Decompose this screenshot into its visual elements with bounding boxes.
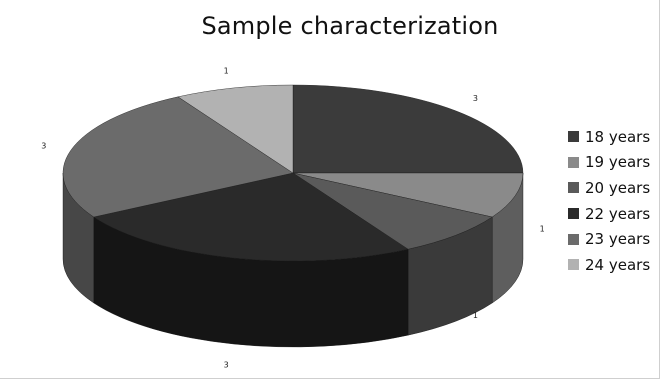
pie-data-labels: 3 1 1 3 3 1 bbox=[41, 67, 545, 370]
legend-item-20-years: 20 years bbox=[568, 175, 660, 201]
pie-slice-23-years bbox=[62, 96, 294, 218]
legend-swatch bbox=[568, 156, 579, 168]
pie-top-faces bbox=[62, 84, 524, 262]
legend-label: 19 years bbox=[585, 153, 651, 172]
legend-swatch bbox=[568, 182, 579, 194]
pie-slice-24-years bbox=[177, 84, 294, 174]
legend-swatch bbox=[568, 259, 579, 271]
legend-item-23-years: 23 years bbox=[568, 226, 660, 252]
data-label-18-years: 3 bbox=[473, 94, 478, 103]
legend-swatch bbox=[568, 233, 579, 245]
legend-label: 18 years bbox=[585, 127, 651, 146]
pie-slice-22-years bbox=[93, 172, 409, 262]
legend-item-24-years: 24 years bbox=[568, 252, 660, 278]
legend-label: 22 years bbox=[585, 204, 651, 223]
pie-slice-20-years bbox=[292, 172, 493, 250]
legend-label: 23 years bbox=[585, 230, 651, 249]
legend-swatch bbox=[568, 208, 579, 220]
data-label-22-years: 3 bbox=[224, 360, 229, 369]
pie-slice-19-years bbox=[292, 172, 524, 218]
data-label-19-years: 1 bbox=[540, 225, 545, 234]
legend-item-18-years: 18 years bbox=[568, 124, 660, 150]
pie-slice-18-years bbox=[292, 84, 524, 174]
data-label-20-years: 1 bbox=[473, 311, 478, 320]
legend-item-19-years: 19 years bbox=[568, 150, 660, 176]
legend-label: 20 years bbox=[585, 178, 651, 197]
data-label-23-years: 3 bbox=[41, 142, 46, 151]
legend-swatch bbox=[568, 131, 579, 143]
chart-legend: 18 years 19 years 20 years 22 years 23 y… bbox=[568, 124, 660, 278]
data-label-24-years: 1 bbox=[224, 67, 229, 76]
chart-title: Sample characterization bbox=[201, 12, 499, 40]
legend-label: 24 years bbox=[585, 255, 651, 274]
legend-item-22-years: 22 years bbox=[568, 201, 660, 227]
